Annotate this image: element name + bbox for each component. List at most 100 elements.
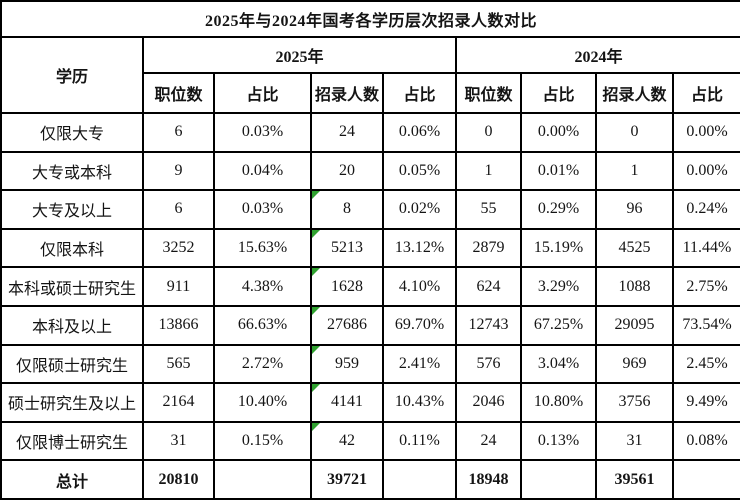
cell-value: 0.13% bbox=[537, 432, 580, 450]
data-cell: 67.25% bbox=[520, 304, 597, 346]
data-cell: 0.03% bbox=[213, 112, 312, 153]
cell-value: 67.25% bbox=[533, 316, 584, 334]
cell-value: 24 bbox=[339, 123, 355, 141]
cell-value: 29095 bbox=[614, 316, 655, 334]
data-cell: 29095 bbox=[595, 304, 674, 346]
cell-value: 3756 bbox=[618, 393, 651, 411]
data-cell: 96 bbox=[595, 189, 674, 230]
cell-value: 959 bbox=[335, 354, 359, 372]
data-cell: 9.49% bbox=[671, 382, 740, 423]
data-cell: 1628 bbox=[310, 266, 384, 307]
data-cell: 2046 bbox=[455, 382, 522, 423]
cell-value: 4141 bbox=[331, 393, 363, 411]
sub-header-row: 职位数 占比 招录人数 占比 职位数 占比 招录人数 占比 bbox=[1, 72, 740, 114]
data-cell: 10.43% bbox=[382, 382, 457, 423]
data-cell bbox=[213, 459, 312, 500]
cell-value: 4.38% bbox=[241, 277, 284, 295]
header-share-2024: 占比 bbox=[520, 72, 597, 114]
row-label: 总计 bbox=[0, 459, 144, 500]
data-cell: 0.24% bbox=[671, 189, 740, 230]
data-cell: 20 bbox=[310, 150, 384, 192]
table-row: 大专及以上 6 0.03% 8 0.02% 55 0.29% 96 0.24% bbox=[0, 189, 740, 230]
data-cell: 2.41% bbox=[382, 343, 457, 385]
table-row: 仅限本科 3252 15.63% 5213 13.12% 2879 15.19% 4525 11… bbox=[0, 227, 740, 269]
data-cell: 0.29% bbox=[520, 189, 597, 230]
title-row: 2025年与2024年国考各学历层次招录人数对比 bbox=[0, 0, 740, 38]
data-cell: 2164 bbox=[142, 382, 215, 423]
cell-value: 0.05% bbox=[398, 161, 441, 179]
cell-value: 0.06% bbox=[398, 123, 441, 141]
data-cell: 2.45% bbox=[671, 343, 740, 385]
cell-value: 2.41% bbox=[398, 354, 441, 372]
data-cell: 0.02% bbox=[382, 189, 457, 230]
data-cell: 3756 bbox=[595, 382, 674, 423]
cell-flag-triangle-icon bbox=[313, 269, 320, 277]
row-label: 仅限博士研究生 bbox=[0, 420, 144, 462]
cell-value: 24 bbox=[480, 432, 497, 450]
data-cell: 0.05% bbox=[382, 150, 457, 192]
header-year-2024: 2024年 bbox=[454, 36, 740, 74]
data-cell: 24 bbox=[310, 112, 384, 153]
data-cell bbox=[520, 459, 597, 500]
cell-value: 1088 bbox=[618, 277, 651, 295]
cell-value: 2.75% bbox=[686, 277, 728, 295]
cell-value: 10.80% bbox=[533, 393, 584, 411]
cell-value: 73.54% bbox=[682, 316, 732, 334]
data-cell: 4.10% bbox=[382, 266, 457, 307]
data-cell: 6 bbox=[142, 189, 215, 230]
cell-value: 0.03% bbox=[241, 123, 284, 141]
cell-value: 5213 bbox=[331, 239, 363, 257]
data-cell: 4141 bbox=[310, 382, 384, 423]
cell-value: 0.11% bbox=[399, 432, 440, 450]
data-cell: 0.00% bbox=[520, 112, 597, 153]
data-cell: 24 bbox=[455, 420, 522, 462]
cell-flag-triangle-icon bbox=[313, 307, 320, 315]
data-cell: 15.19% bbox=[520, 227, 597, 269]
cell-value: 624 bbox=[476, 277, 501, 295]
data-cell: 20810 bbox=[142, 459, 215, 500]
cell-value: 3.29% bbox=[537, 277, 580, 295]
data-cell: 3.29% bbox=[520, 266, 597, 307]
data-cell: 5213 bbox=[310, 227, 384, 269]
data-cell: 2879 bbox=[455, 227, 522, 269]
cell-value: 2879 bbox=[472, 239, 505, 257]
data-cell: 8 bbox=[310, 189, 384, 230]
header-recruits-2025: 招录人数 bbox=[310, 72, 384, 114]
data-cell: 9 bbox=[142, 150, 215, 192]
data-cell: 0.00% bbox=[671, 150, 740, 192]
cell-value: 39561 bbox=[614, 470, 655, 488]
cell-value: 0.00% bbox=[686, 161, 728, 179]
table-row: 仅限硕士研究生 565 2.72% 959 2.41% 576 3.04% 969 2.45% bbox=[0, 343, 740, 385]
row-label: 大专及以上 bbox=[0, 189, 144, 230]
data-cell: 31 bbox=[595, 420, 674, 462]
data-cell: 0.04% bbox=[213, 150, 312, 192]
cell-value: 1628 bbox=[331, 277, 363, 295]
cell-value: 0.02% bbox=[398, 200, 441, 218]
row-label: 仅限大专 bbox=[0, 112, 144, 153]
cell-value: 10.40% bbox=[237, 393, 288, 411]
data-cell: 10.40% bbox=[213, 382, 312, 423]
cell-value: 0.29% bbox=[537, 200, 580, 218]
cell-value: 2164 bbox=[162, 393, 195, 411]
data-cell bbox=[382, 459, 457, 500]
data-cell: 6 bbox=[142, 112, 215, 153]
cell-value: 0.24% bbox=[686, 200, 728, 218]
data-cell: 10.80% bbox=[520, 382, 597, 423]
data-cell: 12743 bbox=[455, 304, 522, 346]
data-cell: 39561 bbox=[595, 459, 674, 500]
cell-flag-triangle-icon bbox=[313, 346, 320, 354]
cell-value: 20 bbox=[339, 161, 355, 179]
cell-value: 13.12% bbox=[394, 239, 445, 257]
cell-value: 565 bbox=[166, 354, 191, 372]
cell-value: 0.00% bbox=[686, 123, 728, 141]
cell-flag-triangle-icon bbox=[313, 230, 320, 238]
cell-value: 6 bbox=[174, 123, 183, 141]
data-cell: 2.72% bbox=[213, 343, 312, 385]
header-positions-2024: 职位数 bbox=[455, 72, 522, 114]
cell-value: 15.19% bbox=[533, 239, 584, 257]
data-cell: 576 bbox=[455, 343, 522, 385]
data-cell: 4.38% bbox=[213, 266, 312, 307]
data-cell: 0.08% bbox=[671, 420, 740, 462]
year-group-header-row: 学历 2025年 2024年 bbox=[0, 36, 740, 114]
data-cell: 0 bbox=[455, 112, 522, 153]
